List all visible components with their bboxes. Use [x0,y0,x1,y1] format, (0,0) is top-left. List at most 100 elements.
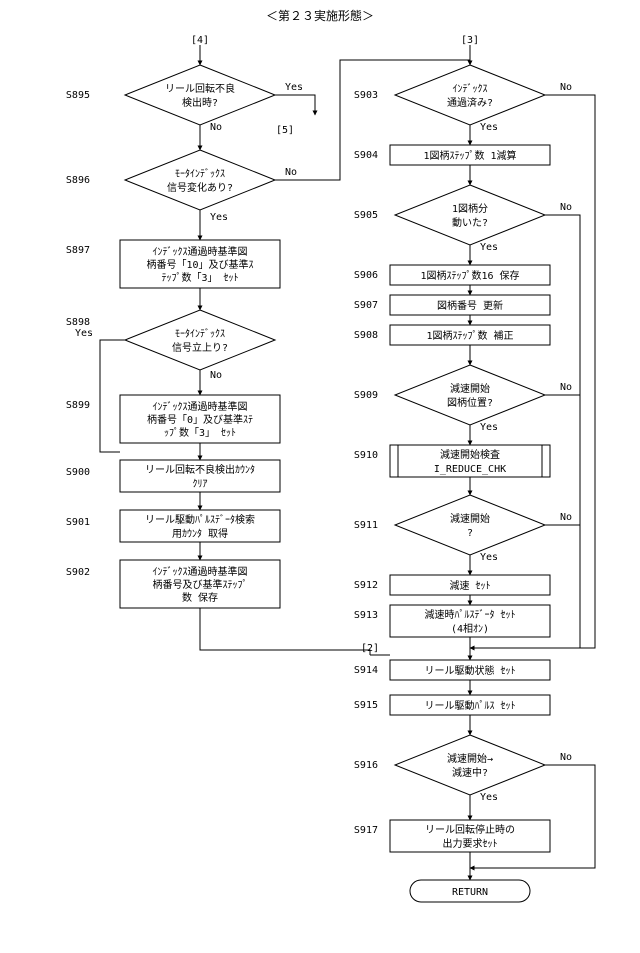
node-s896-l1: ﾓｰﾀｲﾝﾃﾞｯｸｽ [175,168,225,180]
node-s905-l1: 1図柄分 [452,202,488,215]
node-s900-l2: ｸﾘｱ [193,478,208,490]
entry-4: [4] [191,35,209,46]
node-s905 [395,185,545,245]
node-s902-l1: ｲﾝﾃﾞｯｸｽ通過時基準図 [153,565,248,578]
label-s905: S905 [354,210,378,221]
entry-5: [5] [276,125,294,136]
node-s902-l2: 柄番号及び基準ｽﾃｯﾌﾟ [153,578,248,591]
s916-yes: Yes [480,792,498,803]
node-s914-l1: リール駆動状態 ｾｯﾄ [424,664,515,677]
node-s917-l1: リール回転停止時の [425,823,515,836]
node-s896-l2: 信号変化あり? [167,181,233,194]
node-s900-l1: リール回転不良検出ｶｳﾝﾀ [145,463,255,476]
label-s908: S908 [354,330,378,341]
node-s911-l2: ? [467,528,473,539]
s895-no: No [210,122,222,133]
s905-yes: Yes [480,242,498,253]
s895-yes: Yes [285,82,303,93]
node-s903 [395,65,545,125]
label-s910: S910 [354,450,378,461]
node-s908-l1: 1図柄ｽﾃｯﾌﾟ数 補正 [426,329,513,342]
node-s903-l2: 通過済み? [447,96,493,109]
node-s909-l1: 減速開始 [450,382,490,395]
s896-no: No [285,167,297,178]
s916-no: No [560,752,572,763]
edge-s916-no [470,765,595,868]
node-s910-l2: I_REDUCE_CHK [434,464,506,475]
label-s895: S895 [66,90,90,101]
label-s916: S916 [354,760,378,771]
node-s895-l2: 検出時? [182,96,218,109]
node-s916-l2: 減速中? [452,766,488,779]
edge-s896-right [275,60,470,180]
label-s903: S903 [354,90,378,101]
s911-no: No [560,512,572,523]
node-s907-l1: 図柄番号 更新 [437,299,503,312]
node-s913-l2: (4相ｵﾝ) [451,622,489,635]
node-s898-l2: 信号立上り? [172,341,228,354]
node-s913-l1: 減速時ﾊﾟﾙｽﾃﾞｰﾀ ｾｯﾄ [424,608,515,621]
label-s899: S899 [66,400,90,411]
node-s909 [395,365,545,425]
s909-yes: Yes [480,422,498,433]
s909-no: No [560,382,572,393]
node-s916-l1: 減速開始→ [447,752,493,765]
node-s898-l1: ﾓｰﾀｲﾝﾃﾞｯｸｽ [175,328,225,340]
label-s911: S911 [354,520,378,531]
node-s912-l1: 減速 ｾｯﾄ [449,579,490,592]
label-s902: S902 [66,567,90,578]
node-s897-l3: ﾃｯﾌﾟ数「3」 ｾｯﾄ [161,271,238,284]
node-s909-l2: 図柄位置? [447,396,493,409]
node-s906-l1: 1図柄ｽﾃｯﾌﾟ数16 保存 [420,269,519,282]
node-s896 [125,150,275,210]
label-s900: S900 [66,467,90,478]
node-s910-l1: 減速開始検査 [440,448,500,461]
s903-no: No [560,82,572,93]
label-s907: S907 [354,300,378,311]
edge-s903-no [470,95,595,648]
label-s914: S914 [354,665,378,676]
node-s895-l1: リール回転不良 [165,82,235,95]
s911-yes: Yes [480,552,498,563]
node-s901-l1: リール駆動ﾊﾟﾙｽﾃﾞｰﾀ検索 [145,513,255,526]
node-s911 [395,495,545,555]
s903-yes: Yes [480,122,498,133]
s898-no: No [210,370,222,381]
node-s903-l1: ｲﾝﾃﾞｯｸｽ [453,83,488,95]
s898-yes: Yes [75,328,93,339]
title: ＜第２３実施形態＞ [266,8,374,23]
label-s904: S904 [354,150,378,161]
edge-s898-s900 [100,340,125,452]
node-s901-l2: 用ｶｳﾝﾀ 取得 [172,528,228,540]
label-s909: S909 [354,390,378,401]
node-s911-l1: 減速開始 [450,512,490,525]
node-s904-l1: 1図柄ｽﾃｯﾌﾟ数 1減算 [423,149,516,162]
label-s897: S897 [66,245,90,256]
edge-s902-right [200,608,370,655]
node-s917-l2: 出力要求ｾｯﾄ [443,837,498,850]
edge-s895-e5 [275,95,315,115]
label-s898: S898 [66,317,90,328]
node-s899-l3: ｯﾌﾟ数「3」 ｾｯﾄ [164,426,236,439]
label-s906: S906 [354,270,378,281]
node-return-text: RETURN [452,887,488,898]
label-s917: S917 [354,825,378,836]
node-s895 [125,65,275,125]
node-s905-l2: 動いた? [452,216,488,229]
node-s897-l2: 柄番号「10」及び基準ｽ [146,258,253,271]
label-s896: S896 [66,175,90,186]
s896-yes: Yes [210,212,228,223]
node-s898 [125,310,275,370]
node-s915-l1: リール駆動ﾊﾟﾙｽ ｾｯﾄ [424,699,515,712]
label-s915: S915 [354,700,378,711]
node-s902-l3: 数 保存 [182,591,218,604]
node-s899-l2: 柄番号「0」及び基準ｽﾃ [147,413,253,426]
entry-3: [3] [461,35,479,46]
s905-no: No [560,202,572,213]
node-s897-l1: ｲﾝﾃﾞｯｸｽ通過時基準図 [153,245,248,258]
label-s901: S901 [66,517,90,528]
label-s913: S913 [354,610,378,621]
label-s912: S912 [354,580,378,591]
node-s916 [395,735,545,795]
node-s899-l1: ｲﾝﾃﾞｯｸｽ通過時基準図 [153,400,248,413]
